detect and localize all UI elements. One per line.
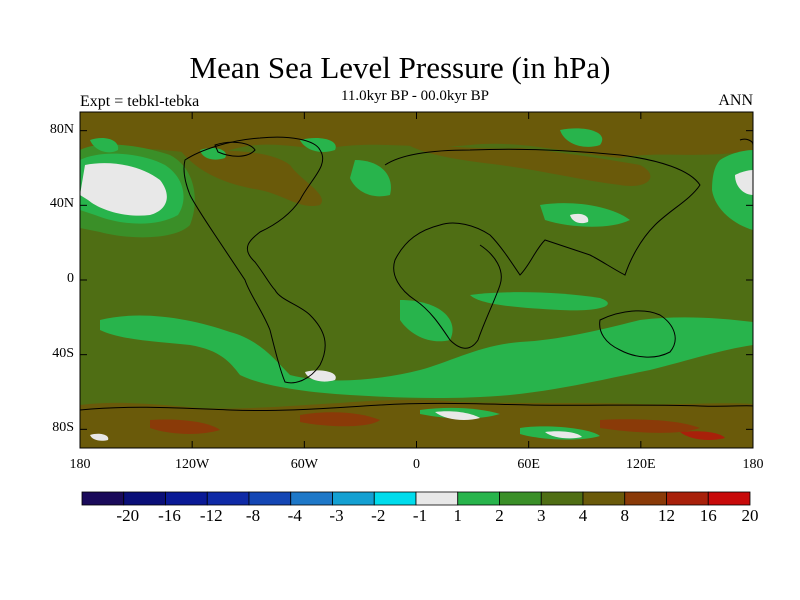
lon-tick-label: 180 — [742, 457, 764, 472]
colorbar-label: 2 — [495, 506, 504, 525]
colorbar-label: 4 — [578, 506, 588, 525]
plot-subtitle: 11.0kyr BP - 00.0kyr BP — [340, 88, 490, 104]
colorbar-swatch — [624, 491, 667, 506]
season-label: ANN — [718, 92, 753, 109]
colorbar-swatch — [540, 491, 584, 506]
colorbar-swatch — [123, 491, 166, 506]
colorbar-label: -1 — [412, 506, 428, 525]
colorbar-label: -8 — [245, 506, 261, 525]
colorbar-label: -16 — [158, 506, 181, 525]
colorbar-label: 3 — [537, 506, 546, 525]
lon-tick-label: 0 — [413, 457, 420, 472]
lat-tick-label: 40S — [52, 345, 74, 361]
colorbar-swatch — [290, 491, 333, 506]
colorbar-label: 16 — [699, 506, 717, 525]
colorbar-label: 1 — [453, 506, 463, 525]
coastlines — [80, 136, 753, 412]
colorbar-swatch — [666, 491, 709, 506]
colorbar-swatch — [707, 491, 751, 506]
colorbar-label: -20 — [116, 506, 140, 525]
colorbar-swatch — [165, 491, 208, 506]
colorbar-swatch — [499, 491, 542, 506]
lon-tick-label: 120W — [175, 457, 210, 472]
colorbar-label: 8 — [620, 506, 630, 525]
axis-ticks — [79, 112, 754, 448]
colorbar-label: -2 — [371, 506, 386, 525]
colorbar-label: -3 — [329, 506, 344, 525]
colorbar-swatch — [81, 491, 125, 506]
colorbar-label: -4 — [287, 506, 302, 525]
colorbar-swatch — [582, 491, 626, 506]
pressure-anomaly-field — [80, 112, 753, 448]
colorbar-label: -12 — [199, 506, 223, 525]
experiment-label: Expt = tebkl-tebka — [80, 93, 200, 110]
lat-tick-label: 40N — [49, 196, 74, 212]
plot-title: Mean Sea Level Pressure (in hPa) — [189, 50, 611, 85]
colorbar — [81, 491, 751, 506]
lon-tick-label: 120E — [626, 457, 656, 472]
colorbar-label: 12 — [658, 506, 675, 525]
lat-tick-label: 80S — [52, 420, 74, 436]
lat-tick-label: 0 — [67, 271, 74, 286]
colorbar-swatch — [332, 491, 375, 506]
lat-tick-label: 80N — [49, 121, 74, 137]
colorbar-swatch — [248, 491, 292, 506]
colorbar-swatch — [373, 491, 417, 506]
colorbar-swatch — [457, 491, 500, 506]
lon-tick-label: 60E — [517, 457, 540, 472]
lon-tick-label: 60W — [290, 457, 318, 472]
lon-tick-label: 180 — [69, 457, 91, 472]
colorbar-swatch — [415, 491, 459, 506]
colorbar-swatch — [206, 491, 250, 506]
colorbar-label: 20 — [741, 506, 759, 525]
